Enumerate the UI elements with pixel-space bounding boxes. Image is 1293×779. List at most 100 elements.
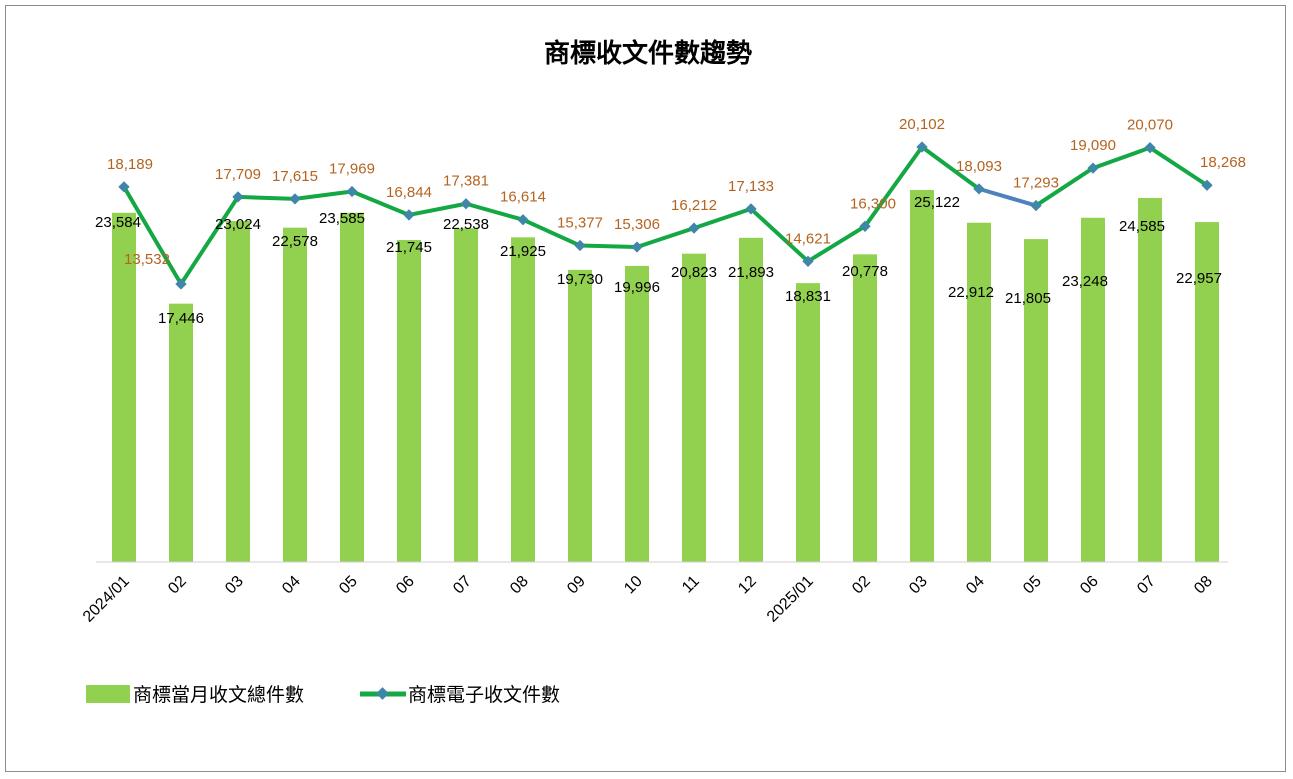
x-tick-12: 2025/01 [764, 573, 817, 626]
x-tick-6: 07 [450, 573, 475, 598]
line-label-7: 16,614 [500, 189, 546, 206]
line-segment-18 [1148, 145, 1209, 188]
bar-9 [625, 265, 649, 562]
line-point-19 [1201, 179, 1213, 191]
line-point-12 [802, 255, 814, 267]
line-segment-1 [179, 194, 240, 286]
line-point-16 [1030, 199, 1042, 212]
bar-4 [340, 212, 364, 562]
line-segment-16 [1034, 166, 1095, 208]
line-label-10: 16,212 [671, 197, 717, 214]
bar-series [112, 190, 1219, 563]
x-tick-17: 06 [1077, 573, 1102, 598]
bar-label-16: 21,805 [1005, 290, 1051, 307]
bar-label-0: 23,584 [95, 214, 141, 231]
bar-8 [568, 269, 592, 562]
x-tick-5: 06 [393, 573, 418, 598]
line-label-18: 20,070 [1127, 117, 1173, 134]
bar-label-15: 22,912 [948, 284, 994, 301]
line-series [118, 141, 1213, 290]
x-tick-8: 09 [564, 573, 589, 598]
bar-6 [454, 228, 478, 563]
line-label-5: 16,844 [386, 184, 432, 201]
x-tick-9: 10 [621, 573, 646, 598]
line-segment-6 [464, 201, 525, 222]
chart-title: 商標收文件數趨勢 [544, 38, 752, 69]
x-tick-19: 08 [1191, 573, 1216, 598]
x-tick-10: 11 [679, 573, 703, 597]
bar-7 [511, 237, 535, 562]
bar-label-9: 19,996 [614, 279, 660, 296]
line-point-18 [1144, 142, 1156, 154]
legend-swatch-bar [86, 685, 130, 703]
line-label-15: 18,093 [956, 158, 1002, 175]
line-label-19: 18,268 [1200, 154, 1246, 171]
line-segment-4 [350, 189, 411, 217]
bar-2 [226, 221, 250, 562]
line-segment-2 [236, 194, 297, 201]
line-segment-11 [749, 206, 810, 264]
bar-10 [682, 253, 706, 563]
bar-label-14: 25,122 [914, 194, 960, 211]
line-label-3: 17,615 [272, 168, 318, 185]
bar-label-2: 23,024 [215, 216, 261, 233]
bar-0 [112, 212, 136, 563]
line-label-16: 17,293 [1013, 175, 1059, 192]
line-segment-5 [407, 201, 468, 217]
bar-label-12: 18,831 [785, 288, 831, 305]
line-segment-15 [977, 186, 1038, 208]
x-tick-1: 02 [165, 573, 190, 598]
line-label-17: 19,090 [1070, 137, 1116, 154]
bar-5 [397, 240, 421, 562]
legend-label-line: 商標電子收文件數 [408, 684, 560, 706]
line-point-1 [175, 278, 187, 290]
line-label-9: 15,306 [614, 216, 660, 233]
line-point-7 [517, 214, 529, 226]
line-point-3 [289, 193, 301, 205]
bar-label-13: 20,778 [842, 263, 888, 280]
line-label-8: 15,377 [557, 215, 603, 232]
line-label-12: 14,621 [785, 230, 831, 247]
x-tick-13: 02 [849, 573, 874, 598]
bar-15 [967, 222, 991, 562]
bar-18 [1138, 197, 1162, 562]
x-tick-0: 2024/01 [80, 573, 133, 626]
x-tick-7: 08 [507, 573, 532, 598]
x-tick-16: 05 [1020, 573, 1045, 598]
bar-3 [283, 227, 307, 562]
line-point-15 [973, 183, 985, 195]
line-point-14 [916, 141, 928, 153]
line-label-0: 18,189 [107, 156, 153, 173]
line-segment-0 [122, 184, 183, 286]
line-label-13: 16,300 [850, 195, 896, 212]
x-tick-2: 03 [222, 573, 247, 598]
line-label-1: 13,532 [124, 251, 170, 268]
bar-19 [1195, 222, 1219, 562]
x-tick-15: 04 [963, 573, 988, 598]
line-segment-10 [692, 206, 753, 231]
x-tick-11: 12 [735, 573, 760, 598]
bar-label-10: 20,823 [671, 264, 717, 281]
bar-14 [910, 190, 934, 562]
x-tick-18: 07 [1134, 573, 1159, 598]
bar-16 [1024, 239, 1048, 563]
line-label-11: 17,133 [728, 178, 774, 195]
line-point-10 [688, 222, 700, 234]
line-point-5 [403, 209, 415, 221]
line-segment-3 [293, 189, 354, 201]
line-point-17 [1087, 162, 1099, 174]
x-tick-4: 05 [336, 573, 361, 598]
bar-label-4: 23,585 [319, 210, 365, 227]
bar-label-3: 22,578 [272, 233, 318, 250]
bar-label-7: 21,925 [500, 243, 546, 260]
line-segment-12 [806, 224, 867, 264]
line-label-2: 17,709 [215, 166, 261, 183]
x-tick-3: 04 [279, 573, 304, 598]
bar-12 [796, 283, 820, 562]
bar-label-18: 24,585 [1119, 218, 1165, 235]
legend-swatch-marker [376, 687, 389, 700]
line-label-14: 20,102 [899, 116, 945, 133]
bar-label-1: 17,446 [158, 310, 204, 327]
